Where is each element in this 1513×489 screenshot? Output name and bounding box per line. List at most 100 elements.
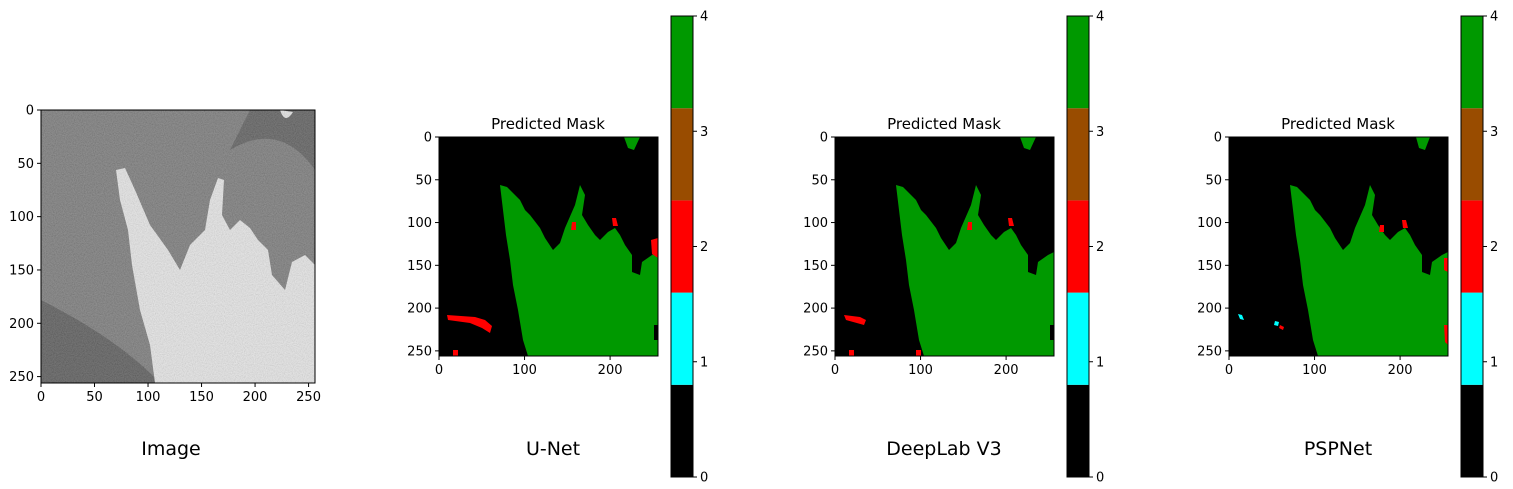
sar-image — [41, 110, 315, 383]
deeplab-ytick-label: 250 — [803, 344, 828, 359]
unet-colorbar-class-0 — [671, 384, 693, 477]
deeplab-ytick-label: 50 — [811, 173, 828, 188]
image-ytick-label: 0 — [26, 104, 34, 119]
deeplab-panel: Predicted Mask 0 100 200 0 50 100 150 200 250 0 1… — [803, 10, 1104, 486]
unet-ytick-label: 100 — [407, 216, 432, 231]
pspnet-water-3 — [1444, 258, 1448, 272]
pspnet-colorbar-class-1 — [1461, 292, 1483, 385]
deeplab-water-1 — [844, 315, 866, 325]
image-xtick-label: 200 — [243, 390, 268, 405]
deeplab-xtick-label: 200 — [994, 363, 1019, 378]
pspnet-land-2 — [1274, 321, 1279, 326]
image-xtick-label: 150 — [189, 390, 214, 405]
pspnet-colorbar-class-0 — [1461, 384, 1483, 477]
deeplab-xtick-label: 100 — [908, 363, 933, 378]
deeplab-ice-top — [1020, 137, 1036, 150]
unet-ice-top — [624, 137, 640, 150]
unet-panel: Predicted Mask 0 100 200 0 50 100 150 200 250 0 1… — [407, 10, 708, 486]
pspnet-panel: Predicted Mask 0 100 200 0 50 100 150 200 250 0 1… — [1197, 10, 1498, 486]
pspnet-water-5 — [1279, 325, 1284, 330]
pspnet-colorbar-tick-label: 1 — [1490, 355, 1498, 370]
unet-colorbar-tick-label: 4 — [700, 10, 708, 25]
image-frame — [40, 109, 316, 384]
unet-colorbar-class-4 — [671, 16, 693, 109]
unet-xtick-label: 0 — [435, 363, 443, 378]
pspnet-ice-region — [1290, 185, 1448, 356]
pspnet-ytick-label: 100 — [1197, 216, 1222, 231]
image-ytick-label: 100 — [9, 210, 34, 225]
unet-xtick-label: 200 — [598, 363, 623, 378]
pspnet-ytick-label: 250 — [1197, 344, 1222, 359]
unet-water-3 — [612, 218, 618, 226]
pspnet-land-1 — [1238, 314, 1244, 320]
unet-ytick-label: 150 — [407, 259, 432, 274]
unet-ytick-label: 50 — [415, 173, 432, 188]
unet-colorbar-class-2 — [671, 200, 693, 293]
image-xtick-label: 0 — [37, 390, 45, 405]
unet-water-4 — [651, 238, 658, 258]
deeplab-ice-region — [896, 185, 1054, 356]
caption-pspnet: PSPNet — [1304, 438, 1372, 460]
pspnet-water-1 — [1379, 225, 1384, 232]
unet-plot-title: Predicted Mask — [491, 115, 605, 133]
unet-water-1 — [447, 315, 492, 333]
deeplab-ytick-label: 0 — [820, 131, 828, 146]
caption-unet: U-Net — [526, 438, 580, 460]
unet-ytick-label: 250 — [407, 344, 432, 359]
pspnet-colorbar-class-4 — [1461, 16, 1483, 109]
deeplab-water-4 — [849, 350, 854, 356]
deeplab-mask-notch — [1050, 325, 1054, 340]
pspnet-ytick-label: 150 — [1197, 259, 1222, 274]
deeplab-colorbar-tick-label: 3 — [1096, 125, 1104, 140]
deeplab-ytick-label: 150 — [803, 259, 828, 274]
pspnet-xtick-label: 100 — [1302, 363, 1327, 378]
deeplab-colorbar-class-4 — [1067, 16, 1089, 109]
unet-colorbar-tick-label: 0 — [700, 471, 708, 486]
deeplab-ytick-label: 100 — [803, 216, 828, 231]
image-xtick-label: 250 — [296, 390, 321, 405]
deeplab-ytick-label: 200 — [803, 302, 828, 317]
deeplab-colorbar-tick-label: 0 — [1096, 471, 1104, 486]
deeplab-colorbar-tick-label: 2 — [1096, 240, 1104, 255]
pspnet-xtick-label: 0 — [1225, 363, 1233, 378]
caption-deeplab: DeepLab V3 — [886, 438, 1001, 460]
pspnet-colorbar-tick-label: 0 — [1490, 471, 1498, 486]
deeplab-colorbar-class-2 — [1067, 200, 1089, 293]
pspnet-xtick-label: 200 — [1388, 363, 1413, 378]
deeplab-mask-frame — [834, 136, 1055, 357]
pspnet-ytick-label: 0 — [1214, 131, 1222, 146]
image-ytick-label: 50 — [17, 157, 34, 172]
pspnet-colorbar-class-3 — [1461, 108, 1483, 201]
unet-mask-notch — [654, 325, 658, 340]
pspnet-ytick-label: 200 — [1197, 302, 1222, 317]
image-ytick-label: 200 — [9, 317, 34, 332]
deeplab-water-5 — [916, 350, 921, 356]
unet-water-5 — [453, 350, 458, 356]
deeplab-water-2 — [967, 222, 972, 230]
pspnet-colorbar-tick-label: 3 — [1490, 125, 1498, 140]
unet-colorbar-class-1 — [671, 292, 693, 385]
image-ytick-label: 150 — [9, 263, 34, 278]
caption-image: Image — [141, 438, 201, 460]
image-xtick-label: 50 — [86, 390, 103, 405]
pspnet-ice-top — [1416, 137, 1430, 150]
pspnet-colorbar-tick-label: 2 — [1490, 240, 1498, 255]
image-ytick-label: 250 — [9, 370, 34, 385]
pspnet-colorbar-tick-label: 4 — [1490, 10, 1498, 25]
unet-mask-frame — [438, 136, 659, 357]
unet-colorbar-tick-label: 2 — [700, 240, 708, 255]
unet-xtick-label: 100 — [512, 363, 537, 378]
deeplab-colorbar-tick-label: 1 — [1096, 355, 1104, 370]
pspnet-plot-title: Predicted Mask — [1281, 115, 1395, 133]
deeplab-colorbar-class-1 — [1067, 292, 1089, 385]
unet-ytick-label: 0 — [424, 131, 432, 146]
deeplab-water-3 — [1008, 218, 1014, 226]
deeplab-xtick-label: 0 — [831, 363, 839, 378]
pspnet-ytick-label: 50 — [1205, 173, 1222, 188]
unet-colorbar-tick-label: 3 — [700, 125, 708, 140]
pspnet-water-2 — [1402, 220, 1408, 228]
unet-colorbar-class-3 — [671, 108, 693, 201]
deeplab-colorbar-class-0 — [1067, 384, 1089, 477]
deeplab-colorbar-tick-label: 4 — [1096, 10, 1104, 25]
